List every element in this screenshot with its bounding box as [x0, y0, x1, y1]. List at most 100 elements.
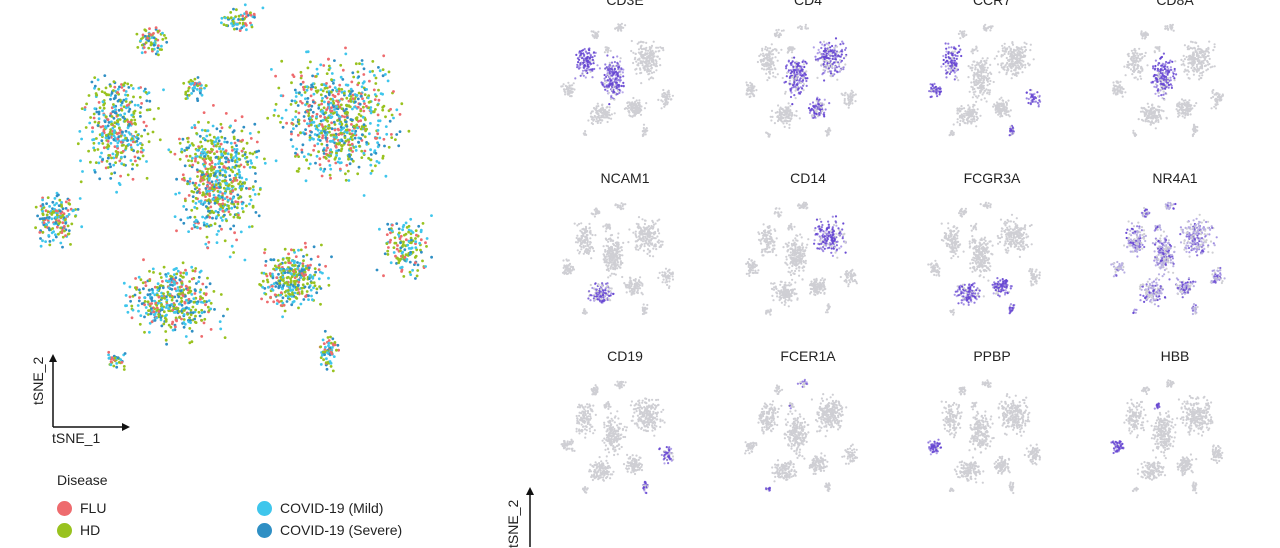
cell-point — [763, 55, 765, 57]
cell-point — [575, 54, 577, 56]
cell-point — [583, 132, 585, 134]
cell-point — [306, 282, 309, 285]
cell-point — [288, 257, 291, 260]
cell-point — [334, 95, 337, 98]
cell-point — [281, 287, 284, 290]
cell-point — [357, 71, 360, 74]
cell-point — [208, 216, 211, 219]
cell-point — [139, 39, 142, 42]
cell-point — [113, 86, 116, 89]
cell-point — [344, 112, 347, 115]
cell-point — [297, 265, 300, 268]
cell-point — [127, 120, 130, 123]
cell-point — [397, 258, 400, 261]
cell-point — [179, 292, 182, 295]
cell-point — [408, 130, 411, 133]
cell-point — [197, 161, 200, 164]
cell-point — [324, 87, 327, 90]
cell-point — [787, 114, 789, 116]
cell-point — [792, 60, 794, 62]
cell-point — [192, 269, 195, 272]
cell-point — [788, 60, 790, 62]
cell-point — [245, 187, 248, 190]
cell-point — [800, 82, 802, 84]
legend-swatch — [257, 501, 272, 516]
cell-point — [310, 95, 313, 98]
feature-panel-cd4: CD4 — [733, 0, 883, 162]
cell-point — [774, 68, 776, 70]
cell-point — [619, 60, 621, 62]
cell-point — [164, 37, 167, 40]
cell-point — [165, 275, 168, 278]
cell-point — [768, 135, 770, 137]
cell-point — [315, 75, 318, 78]
cell-point — [317, 89, 320, 92]
cell-point — [296, 292, 299, 295]
cell-point — [829, 130, 831, 132]
cell-point — [614, 28, 616, 30]
cell-point — [74, 215, 77, 218]
cell-point — [225, 219, 228, 222]
cell-point — [277, 259, 280, 262]
cell-point — [181, 151, 184, 154]
cell-point — [133, 122, 136, 125]
cell-point — [266, 117, 269, 120]
cell-point — [91, 126, 94, 129]
cell-point — [591, 56, 593, 58]
cell-point — [224, 209, 227, 212]
cell-point — [815, 117, 817, 119]
cell-point — [617, 66, 619, 68]
cell-point — [388, 146, 391, 149]
cell-point — [160, 284, 163, 287]
cell-point — [81, 107, 84, 110]
cell-point — [199, 291, 202, 294]
cell-point — [409, 273, 412, 276]
cell-point — [794, 90, 796, 92]
cell-point — [208, 194, 211, 197]
cell-point — [330, 365, 333, 368]
cell-point — [389, 120, 392, 123]
cell-point — [206, 236, 209, 239]
cell-point — [218, 166, 221, 169]
cell-point — [358, 113, 361, 116]
cell-point — [350, 81, 353, 84]
cell-point — [607, 68, 609, 70]
cell-point — [329, 174, 332, 177]
cell-point — [245, 11, 248, 14]
cell-point — [193, 318, 196, 321]
cell-point — [227, 184, 230, 187]
cell-point — [132, 178, 135, 181]
cell-point — [839, 69, 841, 71]
cell-point — [190, 83, 193, 86]
cell-point — [788, 102, 790, 104]
cell-point — [112, 103, 115, 106]
cell-point — [59, 216, 62, 219]
cell-point — [854, 100, 856, 102]
cell-point — [251, 153, 254, 156]
cell-point — [809, 109, 811, 111]
cell-point — [796, 83, 798, 85]
cell-point — [190, 266, 193, 269]
cell-point — [651, 64, 653, 66]
cell-point — [199, 227, 202, 230]
cell-point — [290, 103, 293, 106]
cell-point — [100, 126, 103, 129]
cell-point — [222, 315, 225, 318]
cell-point — [762, 64, 764, 66]
cell-point — [174, 153, 177, 156]
cell-point — [231, 149, 234, 152]
cell-point — [218, 147, 221, 150]
cell-point — [319, 345, 322, 348]
cell-point — [142, 287, 145, 290]
cell-point — [156, 286, 159, 289]
cell-point — [327, 154, 330, 157]
cell-point — [194, 126, 197, 129]
cell-point — [597, 103, 599, 105]
cell-point — [612, 92, 614, 94]
cell-point — [319, 303, 322, 306]
cell-point — [124, 94, 127, 97]
cell-point — [327, 336, 330, 339]
cell-point — [581, 72, 583, 74]
cell-point — [294, 152, 297, 155]
cell-point — [120, 141, 123, 144]
